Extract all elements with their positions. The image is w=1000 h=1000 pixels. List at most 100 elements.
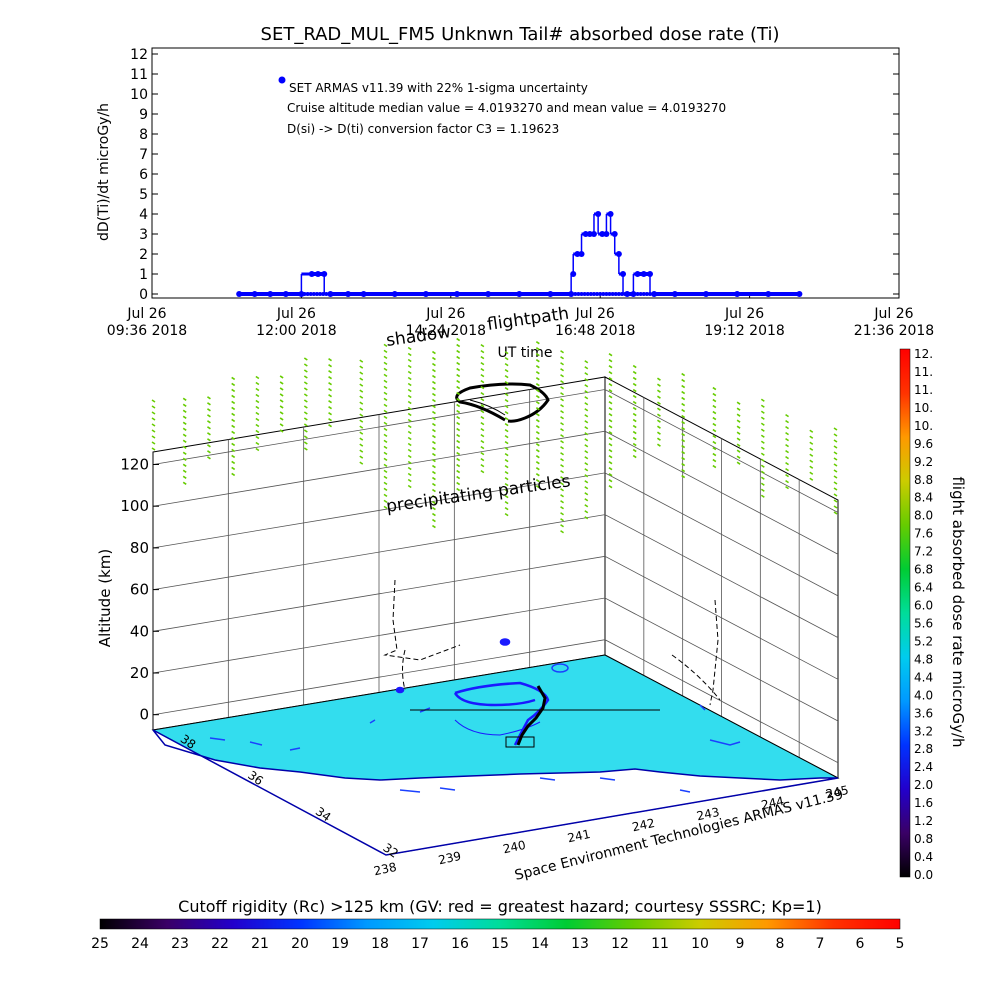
particle-dash bbox=[432, 380, 436, 385]
particle-dash bbox=[560, 482, 564, 486]
particle-dash bbox=[432, 518, 436, 523]
particle-dash bbox=[407, 394, 412, 399]
particle-dash bbox=[279, 405, 284, 409]
particle-dash bbox=[456, 397, 461, 402]
particle-dash bbox=[736, 461, 741, 465]
particle-dash bbox=[712, 392, 717, 397]
particle-dash bbox=[504, 494, 509, 499]
colorbar-right-tick-label: 0.0 bbox=[914, 868, 933, 882]
particle-dash bbox=[328, 376, 332, 380]
y-tick-label: 11 bbox=[130, 67, 148, 83]
particle-dash bbox=[456, 391, 461, 396]
particle-dash bbox=[456, 355, 461, 360]
particle-dash bbox=[328, 400, 332, 404]
particle-dash bbox=[359, 455, 364, 459]
particle-dash bbox=[560, 494, 564, 498]
particle-dash bbox=[632, 400, 637, 405]
particle-dash bbox=[407, 466, 412, 471]
particle-dash bbox=[833, 481, 838, 485]
particle-dash bbox=[151, 423, 156, 427]
particle-dash bbox=[760, 494, 765, 498]
particle-dash bbox=[504, 374, 509, 379]
particle-dash bbox=[833, 457, 838, 461]
particle-dash bbox=[535, 347, 540, 351]
colorbar-bottom-tick-label: 11 bbox=[651, 936, 669, 952]
particle-dash bbox=[584, 384, 589, 388]
particle-dash bbox=[480, 463, 485, 468]
data-point bbox=[568, 291, 575, 297]
particle-dash bbox=[456, 385, 461, 390]
particle-dash bbox=[657, 413, 661, 417]
particle-dash bbox=[504, 428, 509, 433]
particle-dash bbox=[432, 350, 436, 355]
particle-dash bbox=[456, 421, 461, 426]
particle-dash bbox=[535, 437, 540, 441]
colorbar-bottom-tick-label: 7 bbox=[816, 936, 825, 952]
baseline-point bbox=[582, 292, 587, 296]
particle-dash bbox=[608, 401, 613, 405]
data-point bbox=[734, 291, 741, 297]
particle-dash bbox=[328, 406, 332, 410]
particle-dash bbox=[504, 464, 509, 469]
particle-dash bbox=[681, 420, 686, 425]
baseline-point bbox=[607, 292, 612, 296]
baseline-point bbox=[644, 292, 649, 296]
particle-dash bbox=[328, 358, 332, 362]
particle-dash bbox=[608, 407, 613, 411]
particle-dash bbox=[809, 477, 814, 481]
particle-dash bbox=[359, 431, 364, 435]
particle-dash bbox=[657, 377, 661, 381]
colorbar-right-tick-label: 4.8 bbox=[914, 652, 933, 666]
particle-dash bbox=[231, 436, 236, 441]
data-point bbox=[765, 291, 772, 297]
particle-dash bbox=[207, 420, 211, 424]
particle-dash bbox=[535, 371, 540, 375]
particle-dash bbox=[833, 451, 838, 455]
particle-dash bbox=[833, 433, 838, 437]
particle-dash bbox=[480, 451, 485, 456]
particle-dash bbox=[231, 466, 236, 471]
baseline-point bbox=[579, 292, 584, 296]
particle-dash bbox=[432, 368, 436, 373]
particle-dash bbox=[584, 492, 589, 496]
particle-dash bbox=[383, 493, 388, 498]
particle-dash bbox=[608, 461, 613, 465]
particle-dash bbox=[535, 479, 540, 483]
particle-dash bbox=[833, 499, 838, 503]
particle-dash bbox=[359, 425, 364, 429]
particle-dash bbox=[182, 475, 187, 479]
particle-dash bbox=[833, 427, 838, 431]
particle-dash bbox=[833, 511, 838, 515]
particle-dash bbox=[760, 452, 765, 456]
colorbar-bottom-tick-label: 20 bbox=[291, 936, 309, 952]
particle-dash bbox=[785, 461, 789, 466]
data-point bbox=[582, 231, 589, 237]
particle-dash bbox=[681, 444, 686, 449]
particle-dash bbox=[480, 397, 485, 402]
particle-dash bbox=[456, 451, 461, 456]
particle-dash bbox=[785, 443, 789, 448]
particle-dash bbox=[584, 444, 589, 448]
particle-dash bbox=[456, 373, 461, 378]
particle-dash bbox=[383, 445, 388, 450]
particle-dash bbox=[712, 464, 717, 469]
particle-dash bbox=[681, 450, 686, 455]
particle-dash bbox=[480, 433, 485, 438]
particle-dash bbox=[383, 487, 388, 492]
particle-dash bbox=[681, 414, 686, 419]
particle-dash bbox=[407, 370, 412, 375]
particle-dash bbox=[432, 452, 436, 457]
data-point bbox=[574, 251, 581, 257]
data-point bbox=[611, 231, 618, 237]
colorbar-right-tick-label: 5.2 bbox=[914, 634, 933, 648]
z-tick-label: 120 bbox=[120, 456, 149, 474]
particle-dash bbox=[584, 366, 589, 370]
colorbar-right-tick-label: 2.0 bbox=[914, 778, 933, 792]
particle-dash bbox=[456, 439, 461, 444]
particle-dash bbox=[535, 383, 540, 387]
flight-shadow bbox=[395, 638, 550, 746]
particle-dash bbox=[504, 506, 509, 511]
particle-dash bbox=[231, 460, 236, 465]
particle-dash bbox=[328, 424, 332, 428]
particle-dash bbox=[328, 418, 332, 422]
